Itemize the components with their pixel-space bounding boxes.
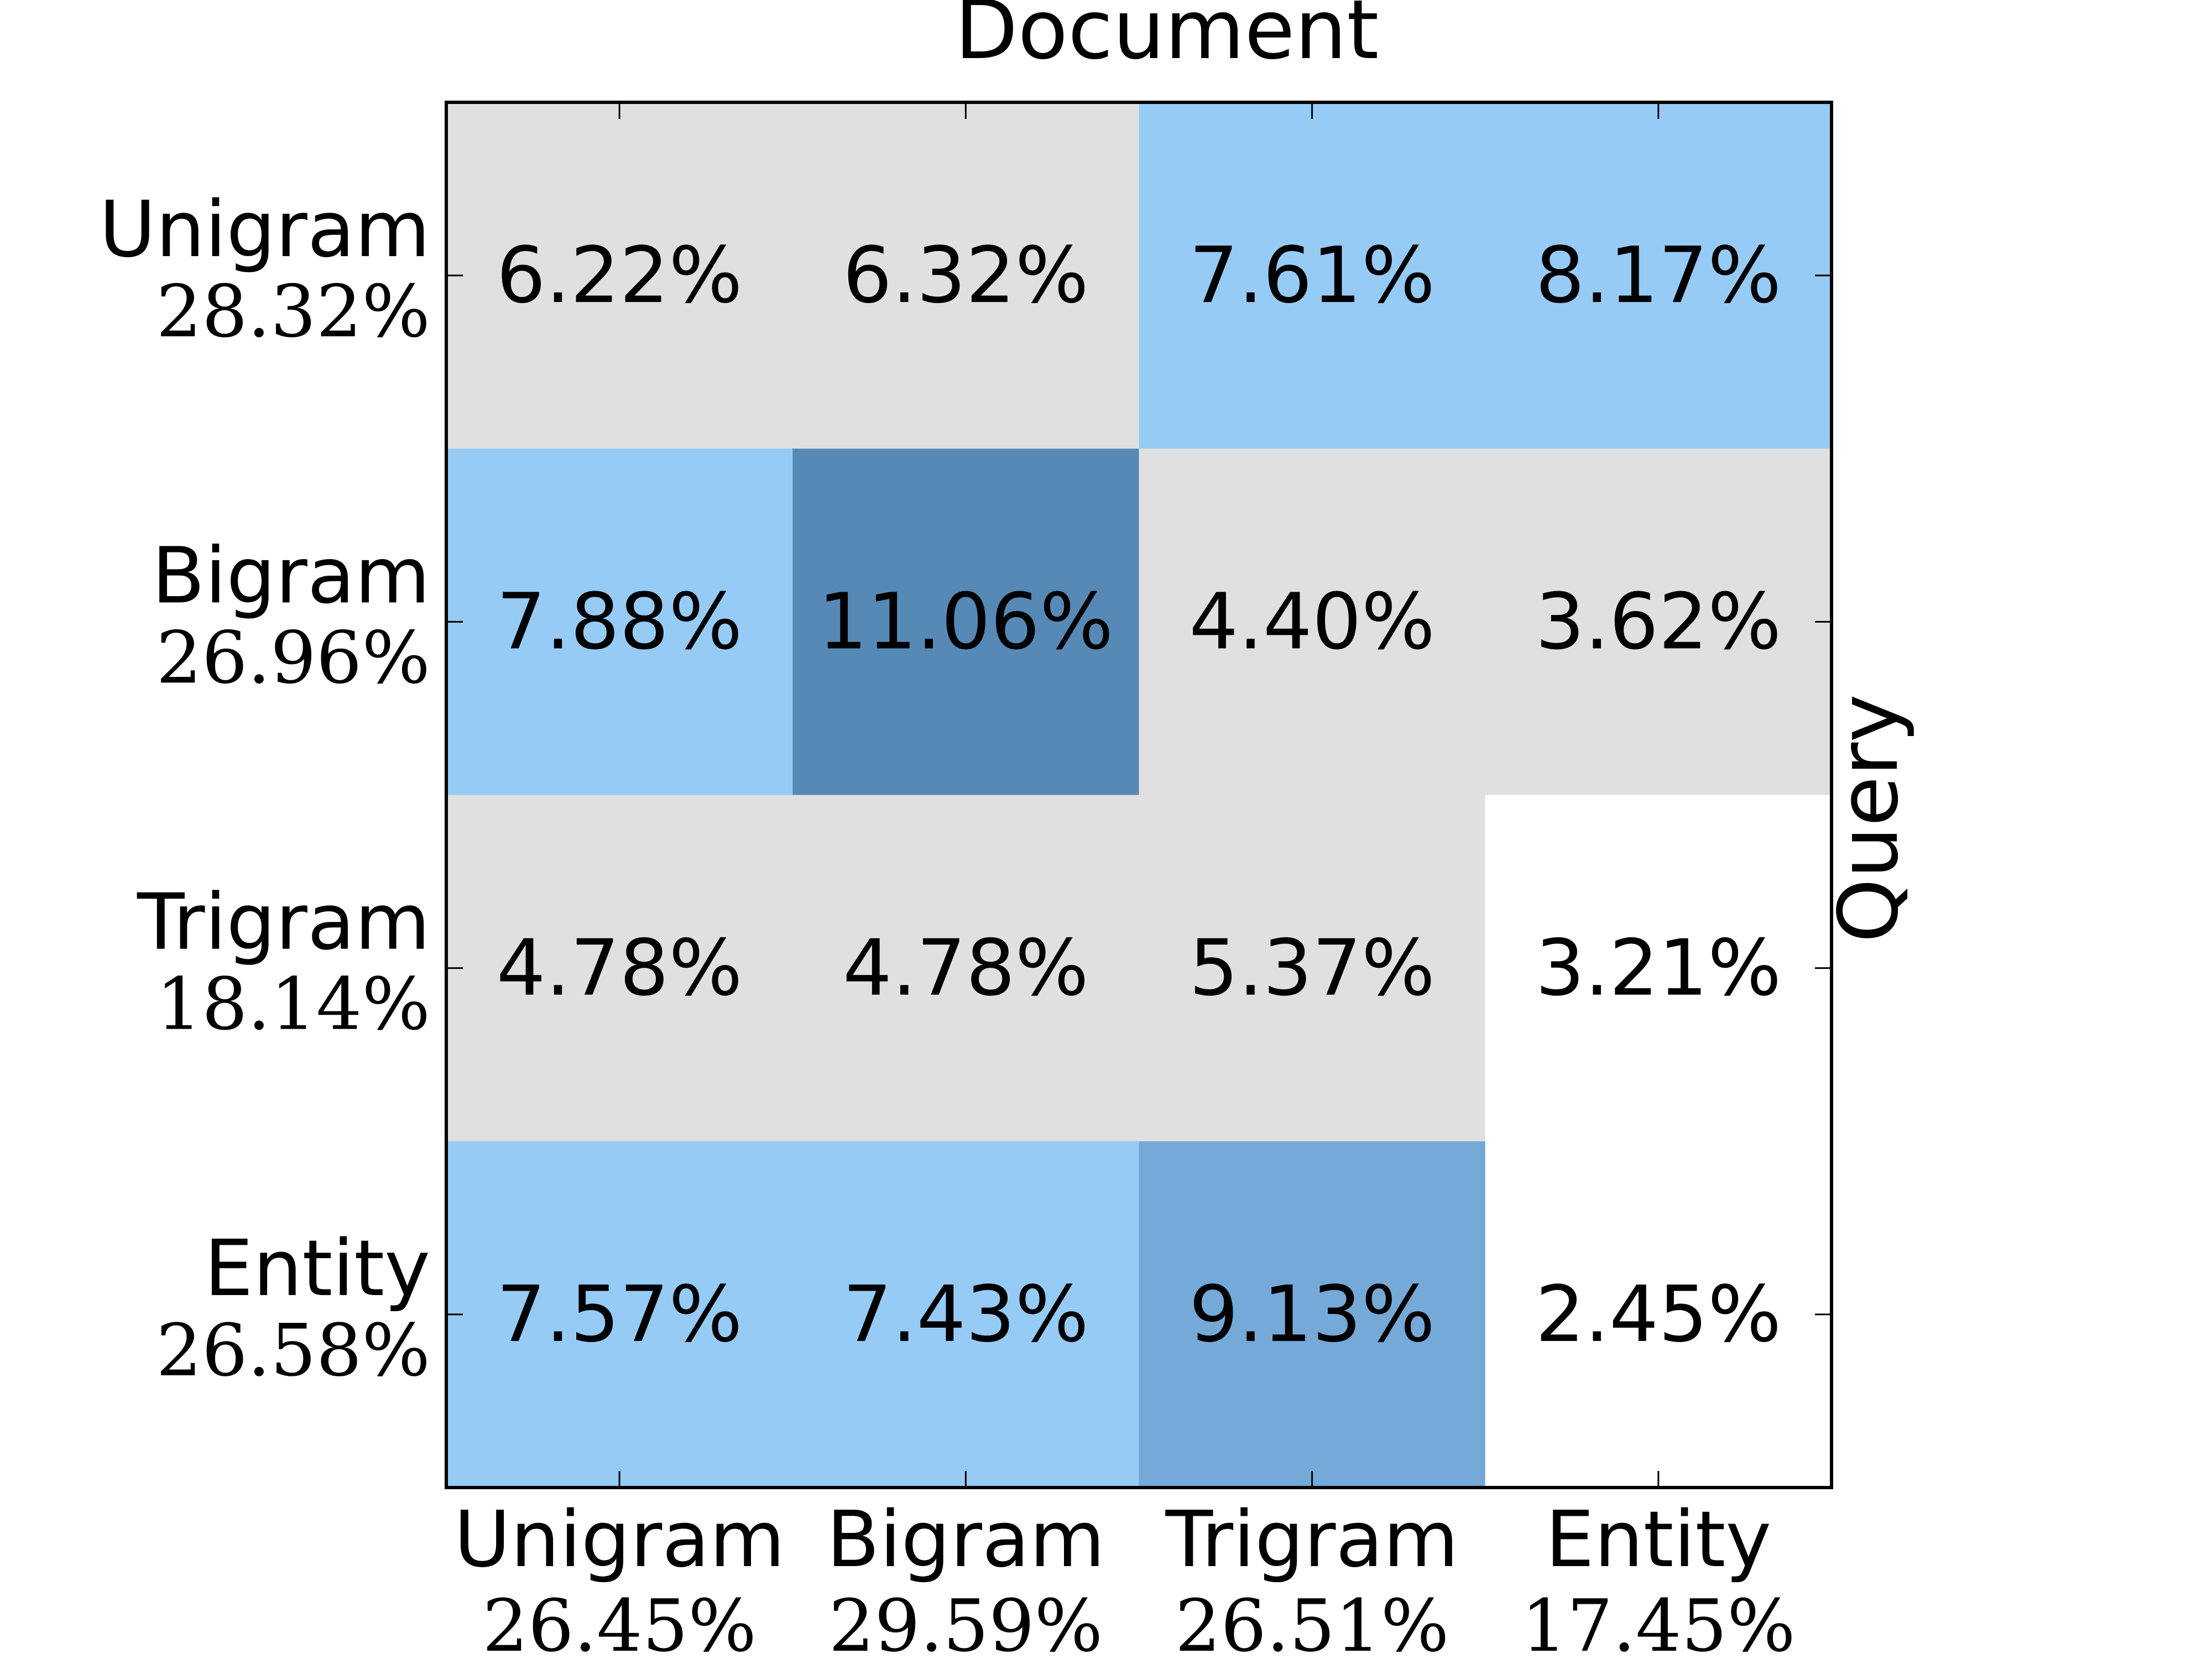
value-labels: 6.22% 6.32% 7.61% 8.17% 7.88% 11.06% 4.40% 3.62… [497, 231, 1782, 1360]
heatmap-cell [446, 448, 793, 795]
heatmap-cell [792, 1141, 1139, 1488]
plot-frame [445, 101, 1833, 1489]
tick-marks [446, 102, 1832, 1488]
x-category-label: Trigram [1165, 1495, 1459, 1585]
heatmap-cell [792, 448, 1139, 795]
y-category-label: Trigram [137, 878, 430, 968]
x-category-total: 26.45% [482, 1584, 757, 1659]
heatmap-cells [446, 102, 1832, 1488]
heatmap-cell [446, 102, 793, 449]
cell-value-label: 4.78% [843, 924, 1089, 1014]
heatmap-cell [1485, 795, 1832, 1142]
x-category-label: Entity [1546, 1495, 1772, 1585]
heatmap-cell [1139, 448, 1486, 795]
y-axis-label: Query [1821, 694, 1916, 943]
y-category-total: 26.96% [156, 615, 430, 700]
x-category-total: 29.59% [829, 1584, 1103, 1659]
y-category-total: 18.14% [156, 962, 430, 1046]
y-category-label: Bigram [152, 531, 430, 621]
cell-value-label: 7.61% [1189, 231, 1435, 321]
heatmap-cell [1485, 102, 1832, 449]
y-category-label: Unigram [99, 185, 430, 275]
cell-value-label: 2.45% [1536, 1270, 1782, 1360]
cell-value-label: 7.88% [497, 577, 743, 667]
chart-title: Document [955, 0, 1379, 77]
cell-value-label: 8.17% [1536, 231, 1782, 321]
cell-value-label: 5.37% [1189, 924, 1435, 1014]
cell-value-label: 4.78% [497, 924, 743, 1014]
cell-value-label: 4.40% [1189, 577, 1435, 667]
cell-value-label: 7.43% [843, 1270, 1089, 1360]
y-category-total: 26.58% [156, 1308, 430, 1392]
cell-value-label: 11.06% [818, 577, 1113, 667]
cell-value-label: 6.32% [843, 231, 1089, 321]
heatmap-cell [792, 102, 1139, 449]
heatmap-cell [1139, 1141, 1486, 1488]
y-category-total: 28.32% [156, 269, 430, 353]
heatmap-cell [1139, 795, 1486, 1142]
heatmap-cell [1485, 1141, 1832, 1488]
x-category-label: Bigram [827, 1495, 1105, 1585]
heatmap-cell [446, 795, 793, 1142]
cell-value-label: 3.21% [1536, 924, 1782, 1014]
heatmap-cell [446, 1141, 793, 1488]
heatmap-cell [1139, 102, 1486, 449]
heatmap-cell [1485, 448, 1832, 795]
heatmap-cell [792, 795, 1139, 1142]
x-category-total: 17.45% [1521, 1584, 1796, 1659]
cell-value-label: 7.57% [497, 1270, 743, 1360]
cell-value-label: 6.22% [497, 231, 743, 321]
cell-value-label: 9.13% [1189, 1270, 1435, 1360]
cell-value-label: 3.62% [1536, 577, 1782, 667]
x-category-total: 26.51% [1175, 1584, 1449, 1659]
y-category-label: Entity [204, 1224, 430, 1314]
x-category-label: Unigram [454, 1495, 785, 1585]
